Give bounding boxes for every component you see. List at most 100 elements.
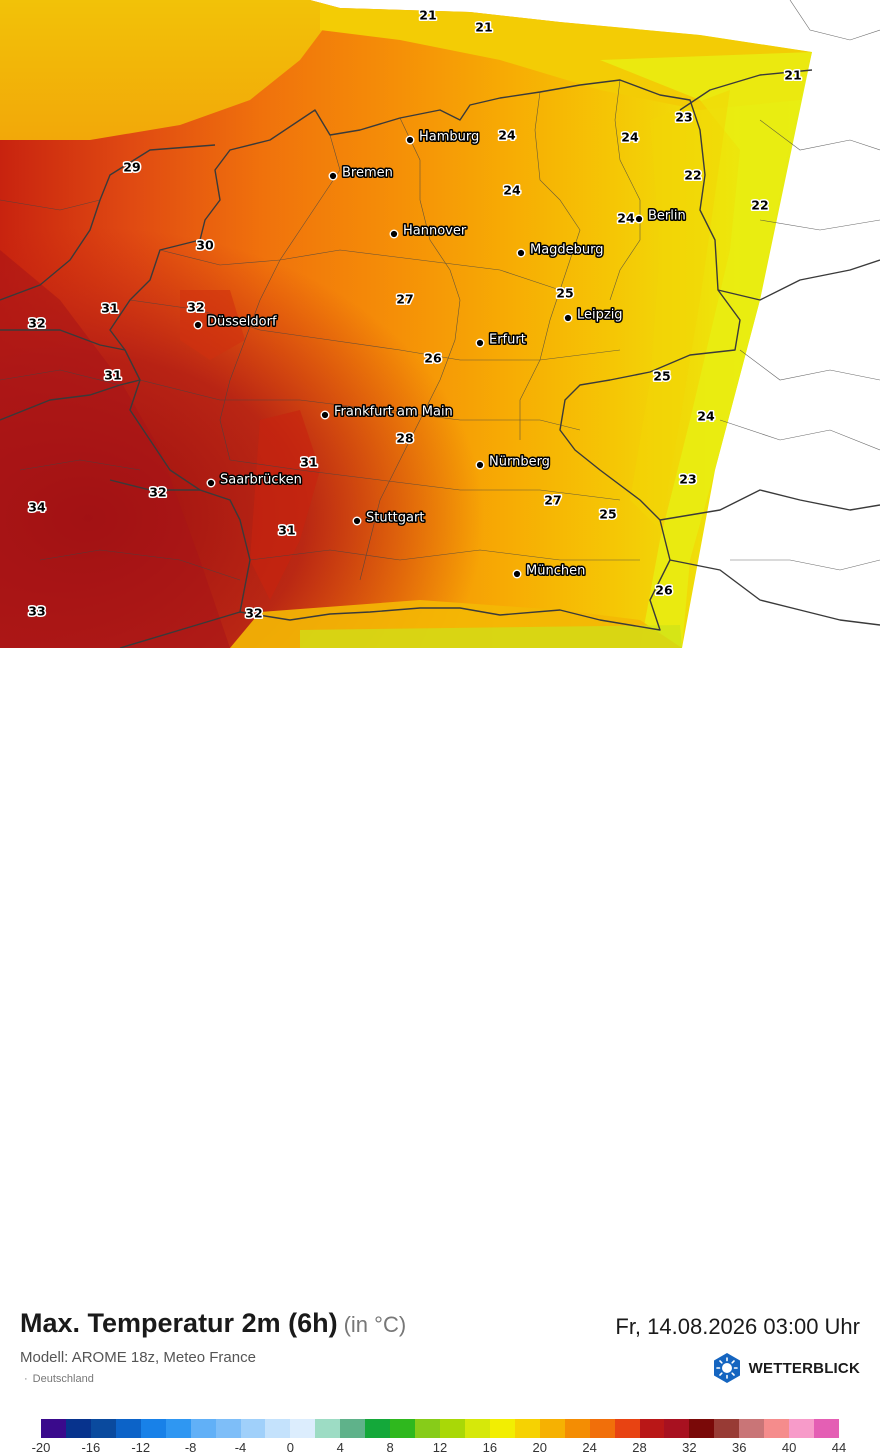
color-scale-swatch xyxy=(814,1419,839,1438)
city-label: Leipzig xyxy=(577,308,623,323)
temperature-value-label: 21 xyxy=(475,20,492,35)
color-scale-tick-label: 4 xyxy=(336,1440,344,1455)
color-scale-swatch xyxy=(365,1419,391,1438)
temperature-value-label: 24 xyxy=(498,128,516,143)
color-scale-tick-label: 32 xyxy=(682,1440,697,1455)
region-label: · Deutschland xyxy=(24,1373,94,1385)
color-scale-swatch xyxy=(140,1419,166,1438)
color-scale-tick-label: -4 xyxy=(234,1440,247,1455)
color-scale-swatch xyxy=(764,1419,790,1438)
city-label: Saarbrücken xyxy=(220,473,302,488)
color-scale-swatch xyxy=(464,1419,490,1438)
temperature-value-label: 32 xyxy=(149,485,166,500)
city-marker-dot xyxy=(206,478,216,488)
city-marker-dot xyxy=(320,410,330,420)
city-marker-dot xyxy=(512,569,522,579)
region-dot: · xyxy=(24,1373,28,1385)
city-marker-dot xyxy=(475,460,485,470)
city-marker-dot xyxy=(193,320,203,330)
color-scale-tick-label: 40 xyxy=(781,1440,797,1455)
color-scale-swatch xyxy=(390,1419,416,1438)
city-label: München xyxy=(526,564,585,579)
region-text: Deutschland xyxy=(32,1373,94,1385)
city-markers: Hamburg Bremen Hannover Berlin Magdeburg Düss… xyxy=(193,128,687,580)
city-label: Hamburg xyxy=(419,130,479,145)
model-info: Modell: AROME 18z, Meteo France xyxy=(20,1349,256,1366)
city-marker-dot xyxy=(516,248,526,258)
color-scale-tick-label: 24 xyxy=(582,1440,597,1455)
title-text: Max. Temperatur 2m (6h) xyxy=(20,1308,338,1338)
temperature-value-label: 24 xyxy=(617,211,635,226)
color-scale-tick-label: 0 xyxy=(286,1440,294,1455)
city-marker-dot xyxy=(475,338,485,348)
color-scale-tick-label: -12 xyxy=(131,1440,151,1455)
map-title: Max. Temperatur 2m (6h) (in °C) xyxy=(20,1308,406,1339)
temperature-value-label: 25 xyxy=(556,286,573,301)
city-marker-dot xyxy=(563,313,573,323)
color-scale-tick-label: -8 xyxy=(184,1440,197,1455)
color-scale-bar xyxy=(41,1419,839,1438)
sun-cloud-hexagon-icon xyxy=(713,1353,740,1383)
city-marker-dot xyxy=(634,214,644,224)
temperature-value-label: 24 xyxy=(621,130,639,145)
city-label: Hannover xyxy=(403,224,467,239)
color-scale-swatch xyxy=(689,1419,715,1438)
color-scale-ticks: -20 -16 -12 -8 -4 0 4 8 12 16 20 24 28 32 36 40 44 xyxy=(32,1440,847,1456)
color-scale-swatch xyxy=(714,1419,740,1438)
temperature-value-label: 25 xyxy=(653,369,670,384)
color-scale-tick-label: 16 xyxy=(482,1440,498,1455)
brand-name: WETTERBLICK xyxy=(748,1359,860,1377)
temperature-value-label: 31 xyxy=(278,523,295,538)
city-label: Stuttgart xyxy=(366,511,424,526)
forecast-datetime: Fr, 14.08.2026 03:00 Uhr xyxy=(615,1314,860,1339)
city-marker-dot xyxy=(328,171,338,181)
city-marker-dot xyxy=(352,516,362,526)
temperature-value-label: 32 xyxy=(28,316,45,331)
temperature-value-label: 31 xyxy=(300,455,317,470)
temperature-value-label: 34 xyxy=(28,500,46,515)
brand-logo[interactable]: WETTERBLICK xyxy=(711,1352,860,1384)
temperature-value-label: 24 xyxy=(503,183,521,198)
temperature-value-label: 29 xyxy=(123,160,140,175)
color-scale-swatch xyxy=(315,1419,341,1438)
city-marker-dot xyxy=(389,229,399,239)
color-scale-swatch xyxy=(215,1419,241,1438)
temperature-value-label: 27 xyxy=(544,493,561,508)
temperature-value-label: 32 xyxy=(245,606,262,621)
color-scale-swatch xyxy=(240,1419,266,1438)
color-scale-swatch xyxy=(115,1419,141,1438)
city-label: Düsseldorf xyxy=(207,315,277,330)
color-scale-swatch xyxy=(190,1419,216,1438)
color-scale-swatch xyxy=(165,1419,191,1438)
color-scale-swatch xyxy=(639,1419,665,1438)
color-scale-tick-label: -16 xyxy=(81,1440,101,1455)
temperature-value-label: 23 xyxy=(679,472,696,487)
color-scale-swatch xyxy=(41,1419,66,1438)
color-scale-tick-label: -20 xyxy=(31,1440,51,1455)
city-label: Bremen xyxy=(342,166,393,181)
city-label: Nürnberg xyxy=(489,455,550,470)
color-scale-swatch xyxy=(539,1419,565,1438)
temperature-value-label: 21 xyxy=(784,68,801,83)
color-scale-swatch xyxy=(90,1419,116,1438)
temperature-value-label: 33 xyxy=(28,604,45,619)
temperature-value-label: 27 xyxy=(396,292,413,307)
color-scale-swatch xyxy=(265,1419,291,1438)
color-scale-swatch xyxy=(564,1419,590,1438)
color-scale-swatch xyxy=(664,1419,690,1438)
color-scale-tick-label: 8 xyxy=(386,1440,394,1455)
city-label: Frankfurt am Main xyxy=(334,405,453,420)
temperature-value-label: 32 xyxy=(187,300,204,315)
temperature-map: Hamburg Bremen Hannover Berlin Magdeburg Düss… xyxy=(0,0,880,648)
temperature-value-label: 31 xyxy=(101,301,118,316)
unit-label: (in °C) xyxy=(343,1312,407,1337)
temperature-value-label: 24 xyxy=(697,409,715,424)
temperature-value-label: 28 xyxy=(396,431,413,446)
temperature-value-label: 30 xyxy=(196,238,214,253)
color-scale-swatch xyxy=(489,1419,515,1438)
temperature-value-label: 21 xyxy=(419,8,436,23)
city-marker-dot xyxy=(405,135,415,145)
color-scale-swatch xyxy=(340,1419,366,1438)
color-scale-swatch xyxy=(514,1419,540,1438)
color-scale-swatch xyxy=(739,1419,765,1438)
